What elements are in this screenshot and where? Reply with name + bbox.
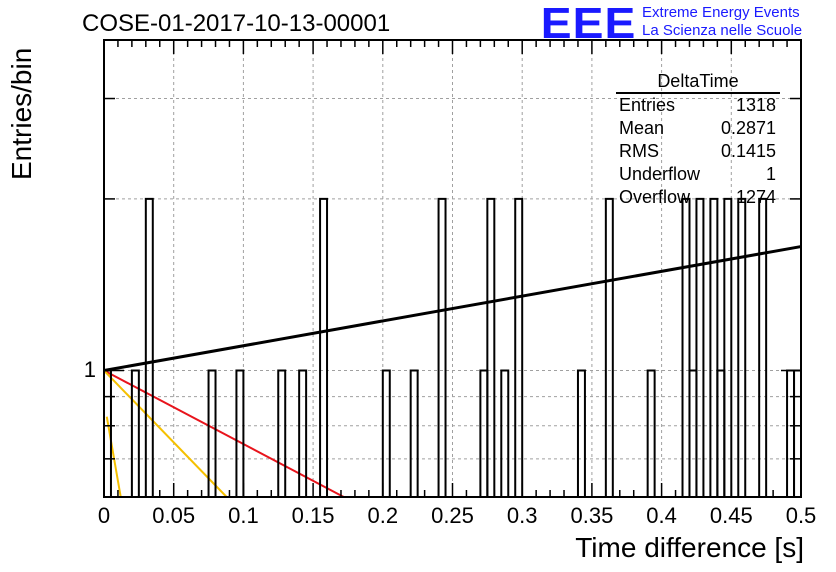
histogram-bar <box>793 369 802 497</box>
histogram-bar <box>486 197 496 497</box>
histogram-bar <box>688 369 698 497</box>
stats-value: 0.2871 <box>720 118 776 138</box>
histogram-bar <box>723 197 733 497</box>
y-axis-label: Entries/bin <box>6 47 37 180</box>
logo-text: Extreme Energy Events La Scienza nelle S… <box>642 4 802 40</box>
stats-box: DeltaTime Entries 1318 Mean 0.2871 RMS 0… <box>612 70 784 209</box>
histogram-bar <box>758 197 768 497</box>
x-tick-label: 0.2 <box>367 503 399 528</box>
histogram-bar <box>319 197 329 497</box>
stats-label: Overflow <box>619 187 691 207</box>
x-tick-label: 0.3 <box>506 503 538 528</box>
histogram-bar <box>235 369 245 497</box>
histogram-bar <box>437 197 447 497</box>
histogram-bar <box>277 369 287 497</box>
histogram-bar <box>604 197 614 497</box>
fit-line <box>103 245 802 373</box>
x-tick-label: 0.4 <box>646 503 677 528</box>
logo-line-2: La Scienza nelle Scuole <box>642 22 803 39</box>
stats-row-rms: RMS 0.1415 <box>612 140 784 163</box>
histogram-bar <box>514 197 524 497</box>
fit-line <box>105 416 122 498</box>
stats-value: 1318 <box>735 95 776 115</box>
y-tick-label: 1 <box>83 356 96 382</box>
logo-line-1: Extreme Energy Events <box>642 4 800 21</box>
stats-row-overflow: Overflow 1274 <box>612 186 784 209</box>
histogram-bar <box>737 197 747 497</box>
histogram-bar <box>786 369 796 497</box>
stats-title: DeltaTime <box>616 70 780 94</box>
histogram-bar <box>716 369 726 497</box>
stats-row-mean: Mean 0.2871 <box>612 117 784 140</box>
stats-label: RMS <box>619 141 659 161</box>
histogram-bar <box>709 197 719 497</box>
stats-row-entries: Entries 1318 <box>612 94 784 117</box>
stats-value: 1274 <box>735 187 776 207</box>
histogram-bar <box>409 369 419 497</box>
stats-label: Entries <box>619 95 676 115</box>
histogram-bar <box>298 369 308 497</box>
x-tick-label: 0.05 <box>152 503 196 528</box>
histogram-bar <box>144 197 154 497</box>
histogram-bar <box>207 369 217 497</box>
x-tick-label: 0.15 <box>291 503 335 528</box>
x-tick-label: 0.25 <box>431 503 474 528</box>
histogram-bar <box>500 369 510 497</box>
stats-value: 1 <box>765 164 776 184</box>
stats-label: Mean <box>619 118 665 138</box>
stats-label: Underflow <box>619 164 701 184</box>
histogram-bar <box>576 369 586 497</box>
stats-value: 0.1415 <box>720 141 776 161</box>
histogram-bar <box>381 369 391 497</box>
eee-logo: EEE Extreme Energy Events La Scienza nel… <box>540 0 802 48</box>
fit-line <box>103 369 345 498</box>
x-tick-label: 0.5 <box>785 503 817 528</box>
stats-row-underflow: Underflow 1 <box>612 163 784 186</box>
histogram-bar <box>479 369 489 497</box>
logo-mark: EEE <box>540 0 637 48</box>
x-axis-label: Time difference [s] <box>575 532 804 563</box>
x-tick-label: 0.35 <box>570 503 614 528</box>
x-tick-label: 0.1 <box>228 503 259 528</box>
histogram-bar <box>695 197 705 497</box>
histogram-bar <box>646 369 656 497</box>
chart-title: COSE-01-2017-10-13-00001 <box>82 10 391 37</box>
histogram-bar <box>130 369 140 497</box>
x-tick-label: 0.45 <box>709 503 753 528</box>
histogram-bar <box>681 197 691 497</box>
fit-line <box>103 369 228 498</box>
x-tick-label: 0 <box>97 503 111 528</box>
